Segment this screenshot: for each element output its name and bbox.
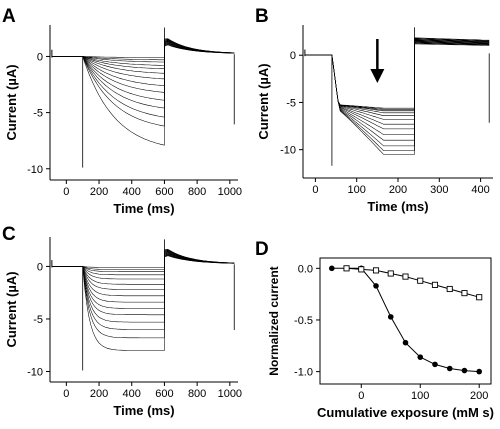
panel-c-trace (51, 251, 235, 303)
panel-d-point-open (372, 267, 380, 274)
panel-d-point-filled (417, 354, 424, 360)
panel-d-point-open (358, 266, 365, 273)
panel-c-trace (51, 249, 235, 339)
panel-b-trace (304, 38, 490, 141)
panel-c-trace (51, 253, 235, 285)
panel-d-point-filled (373, 283, 379, 289)
panel-c-trace (51, 250, 235, 316)
panel-a-y-tick-label: -5 (33, 108, 43, 120)
panel-b-trace (304, 42, 490, 112)
panel-a-trace (51, 39, 235, 109)
panel-b-x-axis-label: Time (ms) (367, 199, 428, 214)
panel-a-x-tick-label: 400 (123, 186, 141, 198)
panel-b-y-axis-label: Current (µA) (256, 63, 271, 139)
panel-b-trace (304, 37, 490, 151)
panel-label-a: A (2, 6, 16, 27)
panel-d-point-open (402, 273, 409, 280)
panel-d-point-filled (387, 314, 394, 320)
panel-d-fit-curve-open (346, 267, 480, 298)
panel-d-point-filled (461, 367, 468, 374)
panel-b-trace (304, 41, 490, 114)
panel-c-x-tick-label: 0 (63, 388, 69, 400)
panel-d-point-open (476, 294, 483, 301)
panel-c-x-axis-label: Time (ms) (113, 403, 174, 418)
panel-b-x-tick-label: 400 (471, 184, 489, 196)
panel-d-x-tick-label: 100 (411, 390, 429, 402)
panel-c-x-tick-label: 1000 (218, 388, 242, 400)
panel-b-x-tick-label: 0 (312, 184, 318, 196)
panel-b-y-tick-label: -10 (280, 145, 296, 157)
panel-d-point-open (431, 281, 439, 288)
panel-b-x-tick-label: 200 (389, 184, 407, 196)
panel-b-trace (304, 42, 490, 111)
panel-a-trace (51, 39, 235, 118)
panel-b-x-tick-label: 100 (348, 184, 366, 196)
panel-b-trace (304, 39, 490, 135)
panel-d-point-filled (402, 339, 409, 346)
panel-c-y-tick-label: -10 (27, 366, 43, 378)
panel-c-x-tick-label: 400 (123, 388, 141, 400)
panel-label-b: B (255, 6, 269, 27)
panel-d-point-filled (328, 265, 335, 272)
panel-a-y-tick-label: -10 (27, 164, 43, 176)
panel-a-y-tick-label: 0 (37, 51, 43, 63)
panel-d-x-tick-label: 200 (470, 390, 488, 402)
panel-d-point-filled (432, 361, 438, 368)
panel-d-point-filled (446, 365, 453, 372)
panel-c-trace (51, 251, 235, 309)
panel-a-x-tick-label: 600 (155, 186, 173, 198)
panel-a-trace (51, 42, 235, 74)
panel-b-trace (304, 43, 490, 109)
panel-a-x-axis-label: Time (ms) (113, 201, 174, 216)
panel-a-x-tick-label: 0 (63, 186, 69, 198)
panel-d-point-open (446, 285, 453, 293)
panel-d-point-filled (476, 368, 483, 375)
panel-b-trace (304, 38, 490, 147)
panel-a-trace (51, 40, 235, 101)
panel-a-trace (51, 41, 235, 80)
panel-d-point-open (461, 290, 468, 297)
panel-a-y-axis-label: Current (µA) (4, 64, 19, 140)
panel-d-y-tick-label: -0.5 (294, 315, 313, 327)
panel-c-x-tick-label: 200 (90, 388, 108, 400)
panel-d-frame (319, 257, 492, 385)
panel-c-trace (51, 249, 235, 351)
panel-b-trace (304, 43, 490, 110)
panel-a-trace (51, 43, 235, 66)
panel-c-x-tick-label: 600 (155, 388, 173, 400)
panel-b-x-tick-label: 300 (430, 184, 448, 196)
panel-d-point-open (343, 265, 350, 272)
panel-label-c: C (2, 224, 16, 245)
panel-b-trace (304, 39, 490, 130)
panel-d-point-open (417, 277, 424, 284)
panel-b-trace (304, 41, 490, 116)
panel-c-trace (51, 254, 235, 272)
panel-d-point-open (387, 270, 394, 277)
panel-a-x-tick-label: 800 (188, 186, 206, 198)
panel-d-fit-curve-filled (331, 267, 480, 373)
panel-d-y-tick-label: -1.0 (294, 367, 313, 379)
panel-c-x-tick-label: 800 (188, 388, 206, 400)
panel-a-trace (51, 38, 235, 146)
panel-a-x-tick-label: 1000 (218, 186, 242, 198)
panel-a-trace (51, 41, 235, 87)
panel-b-y-tick-label: -5 (286, 97, 296, 109)
panel-c-trace (51, 252, 235, 290)
panel-c-y-axis-label: Current (µA) (4, 271, 19, 347)
panel-b-arrow-head (370, 69, 385, 83)
panel-d-x-axis-label: Cumulative exposure (mM s) (317, 405, 494, 420)
panel-c-y-tick-label: 0 (37, 261, 43, 273)
panel-b-trace (304, 40, 490, 125)
panel-d-x-tick-label: 0 (358, 390, 364, 402)
panel-b-trace (304, 40, 490, 120)
panel-d-y-tick-label: 0.0 (298, 263, 313, 275)
panel-label-d: D (255, 239, 269, 260)
panel-b-trace (304, 37, 490, 155)
panel-c-y-tick-label: -5 (33, 314, 43, 326)
panel-a-x-tick-label: 200 (90, 186, 108, 198)
panel-a-trace (51, 40, 235, 93)
panel-b-y-tick-label: 0 (290, 50, 296, 62)
panel-d-y-axis-label: Normalized current (267, 266, 281, 375)
